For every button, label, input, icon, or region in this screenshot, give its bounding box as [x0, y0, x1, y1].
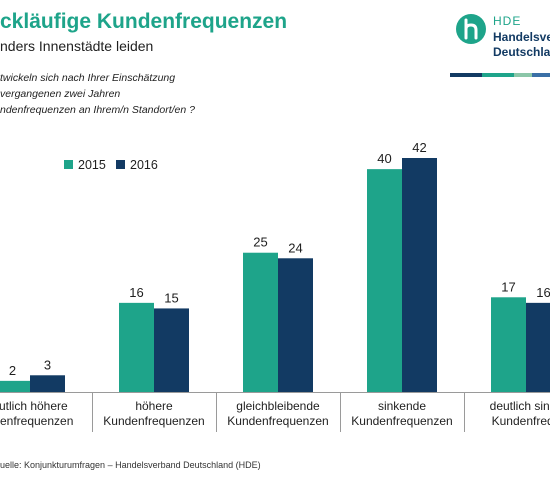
bar-2016-1	[30, 375, 65, 392]
logo-name-line-2: Deutschla	[493, 45, 550, 59]
question-line-1: twickeln sich nach Ihrer Einschätzung	[0, 72, 176, 84]
bar-2016-5	[526, 302, 550, 392]
data-label-2015-3: 25	[253, 235, 267, 250]
legend-item-2016: 2016	[116, 158, 158, 172]
bar-chart: 2 3 eutlich höherendenfrequenzen 16 15 höhere…	[0, 140, 550, 432]
bar-2016-3	[278, 258, 313, 392]
category-label-1-line-2: ndenfrequenzen	[0, 414, 73, 428]
question-line-2: vergangenen zwei Jahren	[0, 88, 121, 100]
data-label-2016-1: 3	[44, 357, 51, 372]
data-label-2015-4: 40	[377, 151, 391, 166]
source-note: uelle: Konjunkturumfragen – Handelsverba…	[0, 460, 261, 470]
legend-item-2015: 2015	[64, 158, 106, 172]
legend-swatch-2015	[64, 160, 73, 169]
data-label-2016-4: 42	[412, 140, 426, 155]
category-label-3-line-2: Kundenfrequenzen	[227, 414, 328, 428]
hde-logo: HDE Handelsve Deutschla	[456, 14, 550, 64]
survey-question: twickeln sich nach Ihrer Einschätzung ve…	[0, 70, 195, 118]
category-label-4-line-2: Kundenfrequenzen	[351, 414, 452, 428]
bar-2015-1	[0, 380, 30, 392]
brand-stripe-1	[450, 73, 482, 77]
category-label-5-line-1: deutlich sinke	[490, 399, 550, 413]
logo-name-line-1: Handelsve	[493, 30, 550, 44]
bar-2015-3	[243, 252, 278, 392]
category-label-1-line-1: eutlich höhere	[0, 399, 68, 413]
bar-2015-5	[491, 297, 526, 392]
legend-label-2015: 2015	[78, 158, 106, 172]
logo-abbreviation: HDE	[493, 14, 522, 28]
brand-stripe-2	[482, 73, 514, 77]
bar-2015-4	[367, 169, 402, 392]
category-label-3-line-1: gleichbleibende	[236, 399, 320, 413]
question-line-3: ndenfrequenzen an Ihrem/n Standort/en ?	[0, 104, 195, 116]
data-label-2016-2: 15	[164, 290, 178, 305]
data-label-2016-5: 16	[536, 285, 550, 300]
category-label-2-line-2: Kundenfrequenzen	[103, 414, 204, 428]
brand-stripe-3	[514, 73, 532, 77]
logo-name: Handelsve Deutschla	[493, 30, 550, 60]
hde-logo-icon	[456, 14, 486, 44]
data-label-2015-5: 17	[501, 279, 515, 294]
bar-2016-4	[402, 158, 437, 392]
brand-stripe-4	[532, 73, 550, 77]
category-label-4-line-1: sinkende	[378, 399, 426, 413]
category-label-5-line-2: Kundenfrequ	[492, 414, 550, 428]
data-label-2015-1: 2	[9, 363, 16, 378]
data-label-2015-2: 16	[129, 285, 143, 300]
data-label-2016-3: 24	[288, 240, 302, 255]
chart-subtitle: nders Innenstädte leiden	[0, 38, 154, 54]
category-label-2-line-1: höhere	[135, 399, 173, 413]
chart-title: ckläufige Kundenfrequenzen	[0, 10, 288, 33]
legend-swatch-2016	[116, 160, 125, 169]
bar-2016-2	[154, 308, 189, 392]
bar-2015-2	[119, 302, 154, 392]
legend-label-2016: 2016	[130, 158, 158, 172]
